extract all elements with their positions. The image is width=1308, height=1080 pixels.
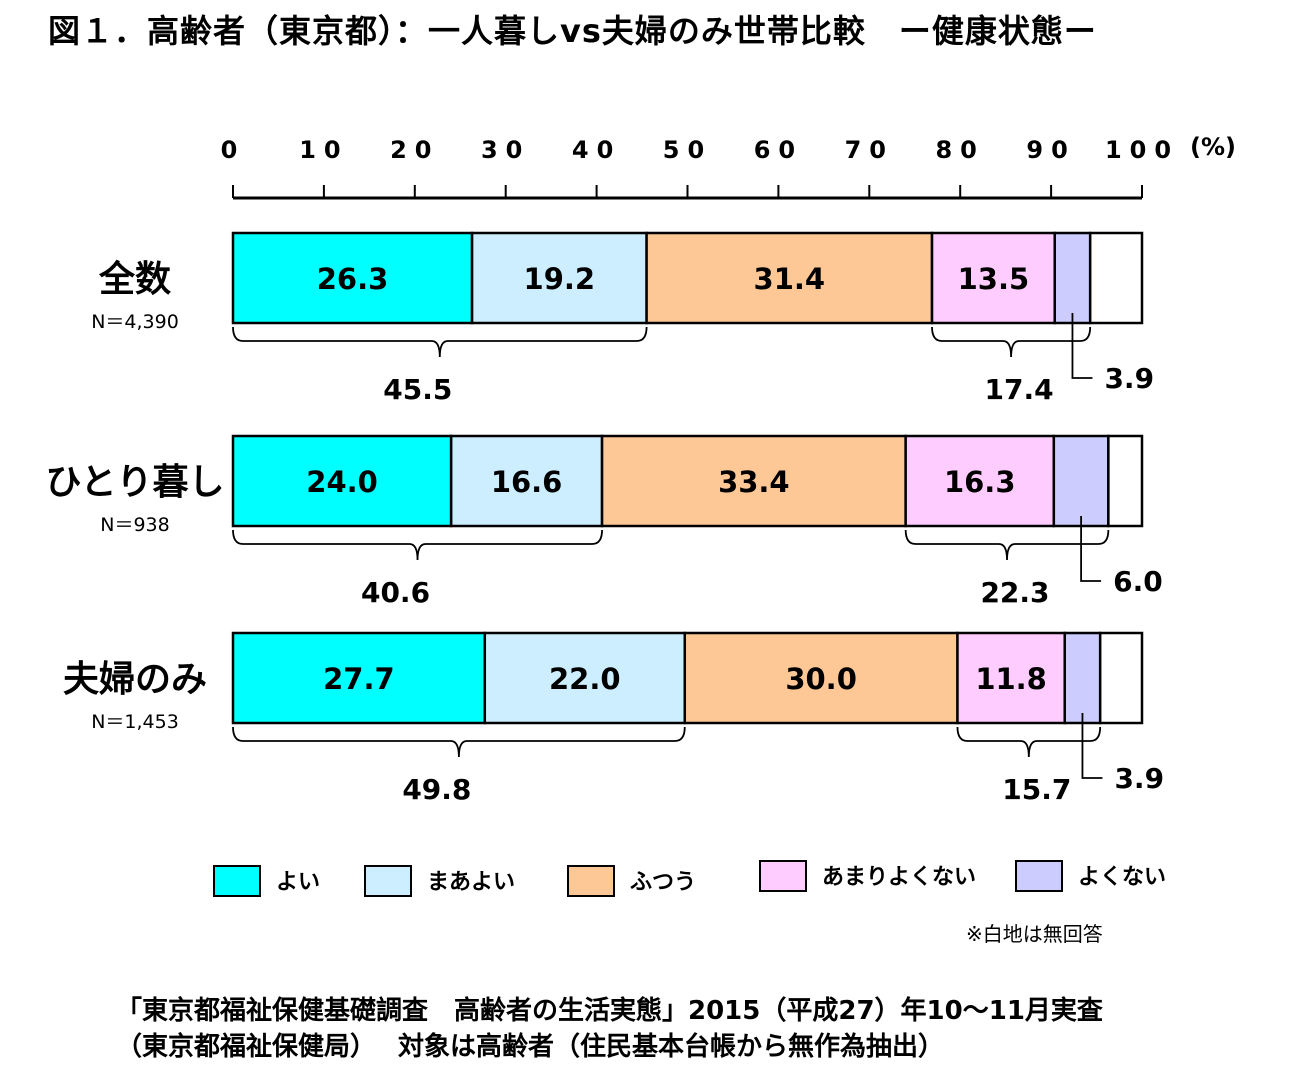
x-tick-label: 40 [572, 136, 621, 164]
x-tick-label: 80 [935, 136, 984, 164]
x-tick-label: 0 [221, 136, 246, 164]
legend-swatch [759, 860, 807, 892]
category-label: ひとり暮し [46, 462, 225, 503]
bad-total-label: 17.4 [985, 373, 1054, 406]
bar-segment [231, 231, 474, 325]
legend-label: あまりよくない [822, 865, 976, 890]
category-label: 全数 [98, 258, 171, 300]
chart-title: 図１．高齢者（東京都）：一人暮しvs夫婦のみ世帯比較 ー健康状態ー [48, 12, 1097, 50]
bar-segment [683, 631, 959, 725]
no-answer-note: ※白地は無回答 [966, 922, 1103, 946]
yokunai-callout-line [1081, 713, 1103, 779]
bar-segment [1052, 434, 1110, 528]
source-line-1: 「東京都福祉保健基礎調査 高齢者の生活実態」2015（平成27）年10〜11月実… [116, 996, 1103, 1026]
legend-label: よくない [1078, 865, 1166, 890]
legend-swatch [364, 865, 412, 897]
x-tick-label: 90 [1026, 136, 1075, 164]
bad-total-label: 22.3 [980, 576, 1049, 609]
data-label: 19.2 [524, 262, 596, 296]
x-tick-label: 60 [754, 136, 803, 164]
bad-total-bracket [956, 726, 1102, 758]
category-n-label: N＝938 [100, 514, 169, 536]
bar-segment [449, 434, 604, 528]
x-tick-label: 50 [663, 136, 712, 164]
data-label: 30.0 [785, 662, 857, 696]
data-label: 16.3 [944, 465, 1016, 499]
category-n-label: N＝4,390 [91, 311, 179, 333]
good-total-label: 40.6 [361, 576, 430, 609]
x-tick-label: 20 [390, 136, 439, 164]
x-unit-label: (%) [1190, 133, 1236, 161]
bar-segment [231, 631, 487, 725]
bar-segment [904, 434, 1056, 528]
bar-segment [600, 434, 907, 528]
legend-swatch [213, 865, 261, 897]
no-answer-segment [1088, 231, 1144, 325]
bar-segment [645, 231, 934, 325]
legend-label: よい [276, 870, 320, 895]
good-total-bracket [232, 726, 686, 758]
bar-segment [1053, 231, 1092, 325]
legend-label: まあよい [427, 870, 515, 895]
data-label: 26.3 [317, 262, 389, 296]
x-tick-label: 70 [845, 136, 894, 164]
bar-segment [231, 434, 453, 528]
good-total-bracket [232, 326, 648, 358]
legend-swatch [567, 865, 615, 897]
yokunai-callout-line [1071, 313, 1093, 379]
x-tick-label: 10 [299, 136, 348, 164]
data-label: 11.8 [975, 662, 1047, 696]
legend-label: ふつう [630, 870, 696, 895]
good-total-label: 45.5 [383, 373, 452, 406]
yokunai-callout-label: 3.9 [1104, 362, 1154, 395]
bad-total-label: 15.7 [1002, 773, 1071, 806]
bar-segment [930, 231, 1056, 325]
good-total-label: 49.8 [402, 773, 471, 806]
no-answer-segment [1107, 434, 1144, 528]
data-label: 16.6 [491, 465, 563, 499]
data-label: 22.0 [549, 662, 621, 696]
bar-segment [1063, 631, 1102, 725]
no-answer-segment [1098, 631, 1144, 725]
good-total-bracket [232, 529, 603, 561]
yokunai-callout-line [1080, 516, 1102, 582]
data-label: 27.7 [323, 662, 395, 696]
x-tick-label: 100 [1105, 136, 1179, 164]
category-label: 夫婦のみ [63, 659, 207, 700]
yokunai-callout-label: 6.0 [1113, 565, 1163, 598]
data-label: 13.5 [958, 262, 1030, 296]
data-label: 24.0 [306, 465, 378, 499]
bar-segment [483, 631, 687, 725]
yokunai-callout-label: 3.9 [1114, 762, 1164, 795]
bad-total-bracket [904, 529, 1110, 561]
data-label: 31.4 [754, 262, 826, 296]
source-line-2: （東京都福祉保健局） 対象は高齢者（住民基本台帳から無作為抽出） [116, 1032, 945, 1062]
x-tick-label: 30 [481, 136, 530, 164]
category-n-label: N＝1,453 [91, 711, 179, 733]
data-label: 33.4 [718, 465, 790, 499]
bad-total-bracket [931, 326, 1092, 358]
legend-swatch [1015, 860, 1063, 892]
